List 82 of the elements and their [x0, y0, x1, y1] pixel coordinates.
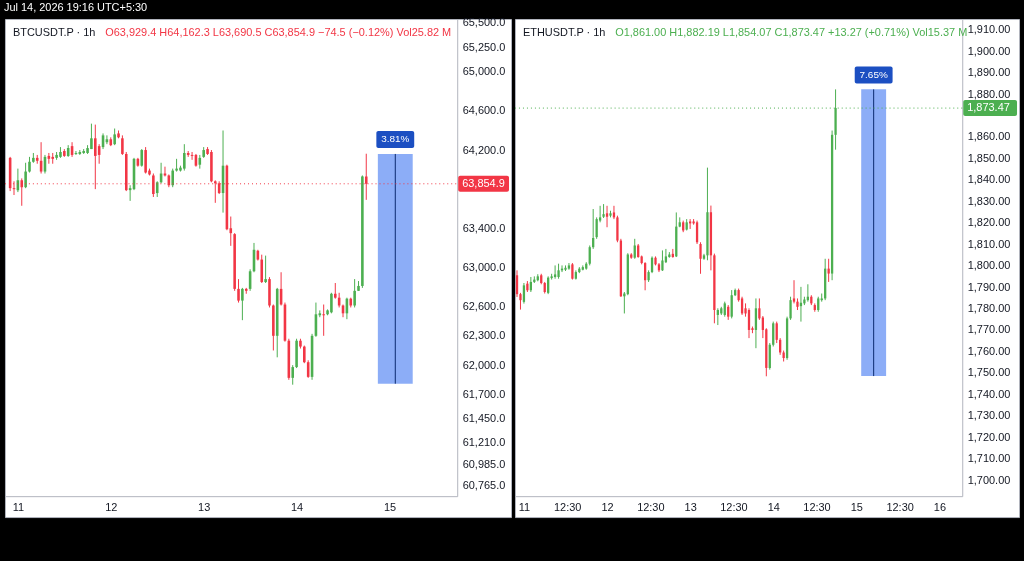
x-tick-label: 14 [290, 500, 304, 513]
y-tick-label: 1,770.00 [967, 323, 1011, 336]
candlestick [144, 146, 147, 175]
x-tick-label: 11 [12, 500, 25, 513]
candlestick [661, 249, 664, 272]
ref-line-label: 63,854.9 [462, 176, 505, 189]
y-tick-label: 1,730.00 [967, 409, 1011, 422]
text: BTCUSDT.P · 1h [12, 25, 96, 38]
y-tick-label: 1,710.00 [967, 452, 1011, 465]
x-tick-label: 15 [383, 500, 397, 513]
text: Jul 14, 2026 19:16 UTC+5:30 [3, 1, 148, 14]
candlestick [237, 278, 240, 304]
y-tick-label: 62,000.0 [462, 358, 506, 371]
y-tick-label: 60,765.0 [462, 479, 506, 492]
y-tick-label: 1,860.00 [967, 130, 1011, 143]
y-tick-label: 1,740.00 [967, 387, 1011, 400]
x-tick-label: 12 [601, 500, 614, 513]
y-tick-label: 65,000.0 [462, 65, 506, 78]
candlestick [90, 123, 93, 150]
y-tick-label: 1,900.00 [967, 44, 1011, 57]
y-tick-label: 1,790.00 [967, 280, 1011, 293]
y-tick-label: 1,800.00 [967, 259, 1011, 272]
x-tick-label: 12:30 [886, 500, 914, 513]
candlestick [260, 254, 264, 284]
y-tick-label: 63,000.0 [462, 260, 506, 273]
candlestick [264, 255, 267, 284]
y-tick-label: 1,910.00 [967, 23, 1011, 36]
x-tick-label: 12:30 [720, 500, 748, 513]
y-tick-label: 1,880.00 [967, 87, 1011, 100]
candlestick [171, 168, 175, 188]
x-tick-label: 12:30 [803, 500, 831, 513]
candlestick [121, 134, 124, 156]
candlestick [699, 241, 702, 275]
candlestick [353, 278, 356, 308]
candlestick [241, 287, 244, 321]
y-tick-label: 1,840.00 [967, 173, 1011, 186]
x-tick-label: 12:30 [554, 500, 582, 513]
x-tick-label: 12 [105, 500, 118, 513]
y-tick-label: 1,810.00 [967, 237, 1011, 250]
y-tick-label: 1,820.00 [967, 216, 1011, 229]
y-tick-label: 61,450.0 [462, 412, 506, 425]
ref-line-label: 1,873.47 [967, 101, 1010, 114]
annotation: 7.65% [859, 68, 888, 80]
candlestick [633, 238, 636, 260]
candlestick [24, 162, 27, 189]
text: ETHUSDT.P · 1h [522, 25, 606, 38]
y-tick-label: 65,500.0 [462, 16, 506, 29]
text: O1,861.00 H1,882.19 L1,854.07 C1,873.47 +13.27 (+0.71%) Vol15.37 M [615, 25, 968, 38]
x-tick-label: 16 [933, 500, 947, 513]
y-tick-label: 1,700.00 [967, 473, 1011, 486]
y-tick-label: 64,200.0 [462, 143, 506, 156]
x-tick-label: 13 [198, 500, 211, 513]
y-tick-label: 1,830.00 [967, 194, 1011, 207]
y-tick-label: 61,700.0 [462, 387, 506, 400]
y-tick-label: 63,400.0 [462, 221, 506, 234]
y-tick-label: 1,780.00 [967, 302, 1011, 315]
y-tick-label: 64,600.0 [462, 104, 506, 117]
candlestick [792, 279, 796, 304]
x-tick-label: 12:30 [637, 500, 665, 513]
y-tick-label: 1,760.00 [967, 344, 1011, 357]
candlestick [322, 304, 325, 337]
text: O63,929.4 H64,162.3 L63,690.5 C63,854.9 −74.5 (−0.12%) Vol25.82 M [105, 25, 452, 38]
candlestick [330, 292, 333, 314]
y-tick-label: 1,890.00 [967, 66, 1011, 79]
candlestick [772, 321, 775, 347]
y-tick-label: 60,985.0 [462, 457, 506, 470]
x-tick-label: 13 [684, 500, 697, 513]
y-tick-label: 61,210.0 [462, 435, 506, 448]
annotation: 3.81% [381, 133, 410, 145]
x-tick-label: 15 [850, 500, 863, 513]
y-tick-label: 65,250.0 [462, 40, 506, 53]
y-tick-label: 1,720.00 [967, 430, 1011, 443]
candlestick [827, 258, 830, 283]
candlestick [291, 364, 294, 386]
y-tick-label: 1,850.00 [967, 151, 1011, 164]
y-tick-label: 62,600.0 [462, 299, 506, 312]
candlestick [183, 143, 186, 172]
y-tick-label: 62,300.0 [462, 329, 506, 342]
y-tick-label: 1,750.00 [967, 366, 1011, 379]
candlestick [730, 289, 733, 319]
x-tick-label: 14 [767, 500, 780, 513]
x-tick-label: 11 [518, 500, 531, 513]
